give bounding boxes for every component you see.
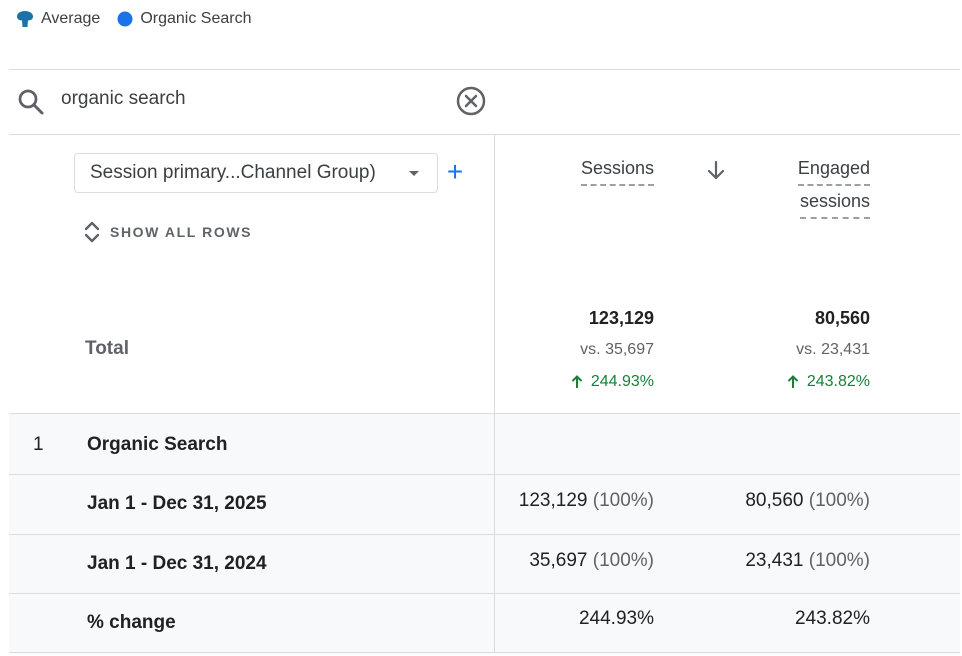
row-label: % change (87, 612, 176, 633)
legend-item-organic-search[interactable]: Organic Search (117, 10, 251, 28)
divider (9, 534, 960, 535)
chart-legend: Average Organic Search (16, 8, 268, 30)
row-engaged-cell: 243.82% (795, 608, 870, 630)
row-engaged-value: 243.82% (794, 608, 870, 629)
row-sessions-value: 123,129 (518, 490, 588, 511)
legend-average-label: Average (41, 10, 101, 27)
expand-collapse-icon (84, 221, 100, 243)
add-dimension-button[interactable]: + (446, 156, 464, 187)
total-engaged-change: 243.82% (787, 371, 870, 393)
clear-search-icon[interactable] (456, 86, 486, 116)
total-engaged-value: 80,560 (814, 308, 870, 328)
average-marker-icon (17, 11, 33, 27)
row-sessions-cell: 244.93% (579, 608, 654, 630)
total-engaged-vs: vs. 23,431 (796, 341, 870, 358)
row-engaged-value: 80,560 (745, 490, 804, 511)
show-all-rows-label: SHOW ALL ROWS (110, 224, 253, 240)
row-label: Organic Search (87, 434, 228, 455)
sessions-header-label: Sessions (580, 153, 654, 186)
divider (9, 474, 960, 475)
arrow-up-icon (787, 375, 799, 388)
row-label: Jan 1 - Dec 31, 2024 (87, 553, 267, 574)
sort-descending-icon[interactable] (706, 160, 726, 182)
row-engaged-value: 23,431 (745, 550, 804, 571)
row-sessions-pct: (100%) (592, 490, 654, 511)
legend-item-average[interactable]: Average (16, 10, 100, 28)
row-engaged-cell: 80,560 (100%) (745, 490, 870, 512)
row-sessions-pct: (100%) (592, 550, 654, 571)
show-all-rows-button[interactable]: SHOW ALL ROWS (84, 220, 252, 244)
total-sessions: 123,129 vs. 35,697 244.93% (571, 306, 654, 393)
divider (9, 652, 960, 653)
total-sessions-change: 244.93% (571, 371, 654, 393)
row-sessions-value: 244.93% (578, 608, 654, 629)
row-sessions-cell: 35,697 (100%) (529, 550, 654, 572)
dropdown-arrow-icon (409, 171, 419, 176)
row-number: 1 (33, 434, 44, 455)
arrow-up-icon (571, 375, 583, 388)
engaged-header-line2: sessions (799, 186, 870, 219)
engaged-header-line1: Engaged (797, 153, 870, 186)
row-engaged-pct: (100%) (808, 550, 870, 571)
legend-organic-label: Organic Search (140, 10, 252, 27)
dimension-selector-label: Session primary...Channel Group) (90, 162, 376, 183)
row-label: Jan 1 - Dec 31, 2025 (87, 493, 267, 514)
row-engaged-pct: (100%) (808, 490, 870, 511)
total-sessions-vs: vs. 35,697 (580, 341, 654, 358)
row-engaged-cell: 23,431 (100%) (745, 550, 870, 572)
row-sessions-cell: 123,129 (100%) (519, 490, 654, 512)
total-sessions-change-text: 244.93% (590, 373, 654, 390)
total-engaged-change-text: 243.82% (806, 373, 870, 390)
organic-search-dot-icon (117, 11, 133, 27)
total-sessions-value: 123,129 (588, 308, 654, 328)
divider (9, 134, 960, 135)
column-header-sessions[interactable]: Sessions (580, 153, 654, 186)
column-divider (494, 414, 495, 653)
column-header-engaged-sessions[interactable]: Engaged sessions (797, 153, 870, 219)
total-engaged: 80,560 vs. 23,431 243.82% (787, 306, 870, 393)
row-sessions-value: 35,697 (529, 550, 588, 571)
table-search-bar: organic search (9, 70, 960, 134)
dimension-selector[interactable]: Session primary...Channel Group) (74, 153, 438, 193)
divider (9, 69, 960, 70)
search-icon (18, 89, 44, 115)
search-input[interactable]: organic search (61, 88, 186, 109)
column-divider (494, 134, 495, 654)
divider (9, 593, 960, 594)
divider (9, 413, 960, 414)
total-label: Total (85, 338, 129, 359)
